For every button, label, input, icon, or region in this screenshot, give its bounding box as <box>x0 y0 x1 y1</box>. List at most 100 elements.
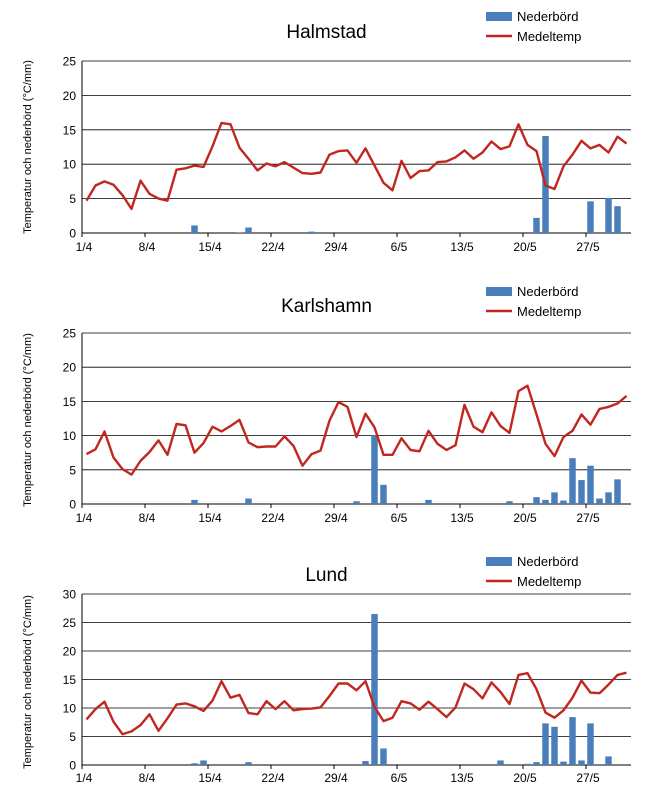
precip-bar <box>542 499 549 504</box>
y-axis-title: Temperatur och nederbörd (°C/mm) <box>22 333 34 507</box>
precip-bar <box>533 497 540 504</box>
y-tick-label: 15 <box>63 123 77 137</box>
precip-bar <box>587 465 594 504</box>
precip-bar <box>542 723 549 765</box>
precip-bar <box>245 227 252 233</box>
y-tick-label: 0 <box>69 759 76 773</box>
x-tick-label: 29/4 <box>324 771 348 785</box>
x-tick-label: 15/4 <box>198 511 222 525</box>
x-tick-label: 27/5 <box>576 240 600 254</box>
precip-bar <box>533 217 540 233</box>
precip-bar <box>560 500 567 504</box>
chart-title: Lund <box>305 565 347 586</box>
legend-label-precip: Nederbörd <box>517 284 578 299</box>
chart-panel-lund: Lund 0 5 10 15 20 25 30 Temperatur och nederbörd… <box>22 554 631 785</box>
precip-bar <box>371 613 378 765</box>
precip-bar <box>497 760 504 765</box>
precip-bar <box>425 499 432 504</box>
y-tick-label: 0 <box>69 227 76 241</box>
chart-title: Karlshamn <box>281 296 372 317</box>
legend: Nederbörd Medeltemp <box>486 554 581 589</box>
precip-bar <box>605 756 612 765</box>
precip-bar <box>596 498 603 504</box>
y-tick-label: 10 <box>63 158 77 172</box>
y-tick-label: 20 <box>63 89 77 103</box>
precip-bar <box>362 761 369 765</box>
precip-bar <box>605 197 612 233</box>
x-tick-label: 20/5 <box>513 511 537 525</box>
precip-bar <box>533 762 540 765</box>
x-tick-label: 1/4 <box>76 771 93 785</box>
temp-line <box>85 671 627 736</box>
precip-bar <box>578 760 585 765</box>
precip-bar <box>308 231 315 233</box>
x-tick-label: 20/5 <box>513 771 537 785</box>
chart-panel-halmstad: Halmstad 0 5 10 15 20 25 Temperatur och nederbö… <box>22 9 631 254</box>
precip-bar <box>605 492 612 504</box>
y-tick-label: 10 <box>63 429 77 443</box>
precip-bar <box>371 435 378 504</box>
y-tick-label: 25 <box>63 616 77 630</box>
precip-bar <box>614 479 621 504</box>
x-tick-label: 8/4 <box>139 771 156 785</box>
y-tick-label: 5 <box>69 192 76 206</box>
legend-label-temp: Medeltemp <box>517 304 581 319</box>
x-tick-label: 27/5 <box>576 511 600 525</box>
y-tick-label: 30 <box>63 588 77 602</box>
x-tick-label: 13/5 <box>450 771 474 785</box>
x-tick-label: 20/5 <box>513 240 537 254</box>
precip-bar <box>200 760 207 765</box>
x-tick-label: 1/4 <box>76 240 93 254</box>
y-tick-label: 20 <box>63 361 77 375</box>
y-tick-label: 20 <box>63 645 77 659</box>
legend: Nederbörd Medeltemp <box>486 284 581 319</box>
y-tick-label: 15 <box>63 395 77 409</box>
y-tick-label: 5 <box>69 463 76 477</box>
y-axis-title: Temperatur och nederbörd (°C/mm) <box>22 595 34 769</box>
x-tick-label: 15/4 <box>198 771 222 785</box>
legend-label-temp: Medeltemp <box>517 574 581 589</box>
temp-line <box>85 384 628 476</box>
legend-label-temp: Medeltemp <box>517 29 581 44</box>
precip-bar <box>245 498 252 504</box>
y-tick-label: 25 <box>63 327 77 341</box>
x-tick-label: 22/4 <box>261 771 285 785</box>
y-tick-label: 10 <box>63 702 77 716</box>
x-tick-label: 13/5 <box>450 511 474 525</box>
precip-bar <box>191 499 198 504</box>
precip-bar <box>191 763 198 765</box>
precip-bar <box>551 726 558 765</box>
y-tick-label: 25 <box>63 55 77 69</box>
chart-panel-karlshamn: Karlshamn 0 5 10 15 20 25 Temperatur och nederb… <box>22 284 631 525</box>
precip-bar <box>191 225 198 233</box>
x-tick-label: 22/4 <box>261 511 285 525</box>
x-tick-label: 6/5 <box>391 240 408 254</box>
x-tick-label: 15/4 <box>198 240 222 254</box>
precip-bar <box>380 484 387 504</box>
precip-bar <box>551 492 558 504</box>
x-tick-label: 6/5 <box>391 511 408 525</box>
precip-bar <box>353 501 360 504</box>
x-tick-label: 29/4 <box>324 511 348 525</box>
x-tick-label: 13/5 <box>450 240 474 254</box>
y-tick-label: 0 <box>69 498 76 512</box>
legend-swatch-precip <box>486 12 512 21</box>
x-tick-label: 27/5 <box>576 771 600 785</box>
temp-line <box>85 121 628 211</box>
precip-bar <box>587 723 594 765</box>
precip-bar <box>236 232 243 233</box>
x-tick-label: 8/4 <box>139 511 156 525</box>
precip-bar <box>380 748 387 765</box>
chart-title: Halmstad <box>286 22 366 43</box>
precip-bar <box>578 480 585 504</box>
precip-bar <box>569 458 576 504</box>
precip-bar <box>569 717 576 765</box>
precip-bar <box>560 761 567 765</box>
legend-swatch-precip <box>486 557 512 566</box>
x-tick-label: 6/5 <box>391 771 408 785</box>
precip-bar <box>245 762 252 765</box>
legend-label-precip: Nederbörd <box>517 9 578 24</box>
legend: Nederbörd Medeltemp <box>486 9 581 44</box>
x-tick-label: 8/4 <box>139 240 156 254</box>
y-tick-label: 5 <box>69 730 76 744</box>
